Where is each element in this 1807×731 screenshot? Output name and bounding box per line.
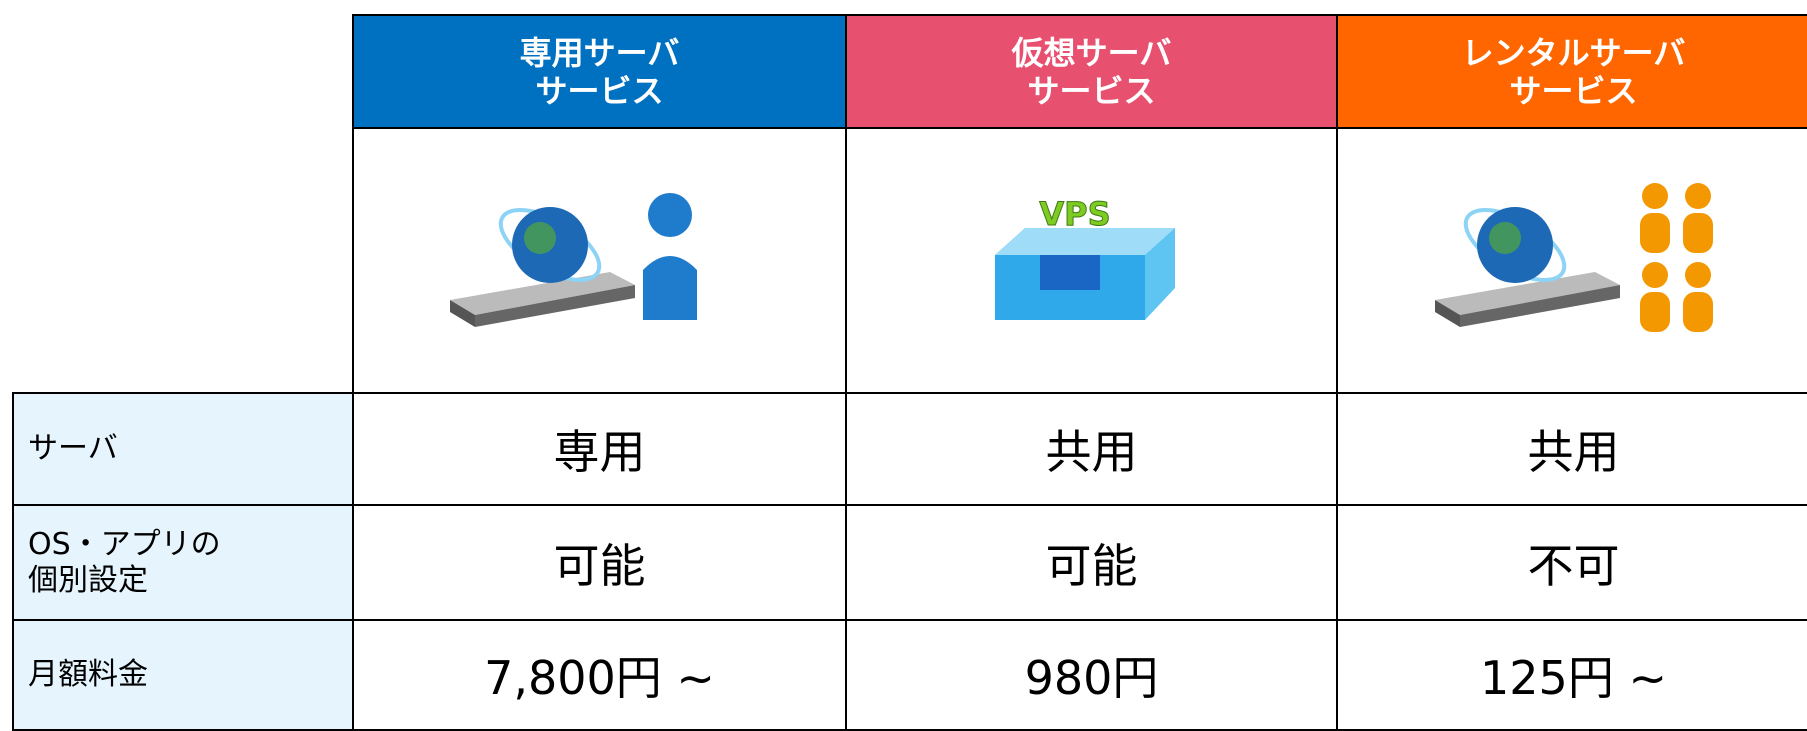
header-cell: レンタルサーバ サービス — [1336, 14, 1807, 129]
value-cell: 共用 — [1336, 392, 1807, 506]
cell-text: 980円 — [1024, 651, 1159, 705]
cell-text: 可能 — [1045, 538, 1138, 593]
icon-label: VPS — [1039, 200, 1110, 233]
row-label: 月額料金 — [12, 619, 354, 731]
header-line: サービス — [1027, 71, 1156, 110]
header-line: サービス — [1509, 71, 1638, 110]
label-line: 個別設定 — [28, 562, 148, 598]
row-label: サーバ — [12, 392, 354, 506]
value-cell: 不可 — [1336, 504, 1807, 621]
value-cell: 7,800円 ~ — [352, 619, 847, 731]
label-line: サーバ — [28, 431, 118, 466]
value-cell: 専用 — [352, 392, 847, 506]
value-cell: 980円 — [845, 619, 1338, 731]
label-line: OS・アプリの — [28, 526, 221, 562]
header-line: 専用サーバ — [519, 33, 680, 72]
dedicated-icon — [450, 193, 697, 327]
cell-text: 不可 — [1527, 538, 1620, 593]
cell-text: 共用 — [1527, 425, 1620, 479]
value-cell: 共用 — [845, 392, 1338, 506]
header-line: サービス — [535, 71, 664, 110]
cell-text: 共用 — [1045, 425, 1138, 479]
value-cell: 125円 ~ — [1336, 619, 1807, 731]
header-line: レンタルサーバ — [1461, 33, 1686, 72]
rental-icon — [1435, 183, 1713, 332]
cell-text: 可能 — [553, 538, 646, 593]
value-cell: 可能 — [845, 504, 1338, 621]
header-line: 仮想サーバ — [1011, 33, 1172, 72]
cell-text: 7,800円 ~ — [484, 651, 715, 705]
row-label: OS・アプリの 個別設定 — [12, 504, 354, 621]
vps-icon: VPS — [995, 200, 1175, 320]
value-cell: 可能 — [352, 504, 847, 621]
header-cell: 専用サーバ サービス — [352, 14, 847, 129]
header-cell: 仮想サーバ サービス — [845, 14, 1338, 129]
cell-text: 125円 ~ — [1480, 651, 1667, 705]
cell-text: 専用 — [553, 425, 646, 479]
label-line: 月額料金 — [28, 657, 148, 692]
